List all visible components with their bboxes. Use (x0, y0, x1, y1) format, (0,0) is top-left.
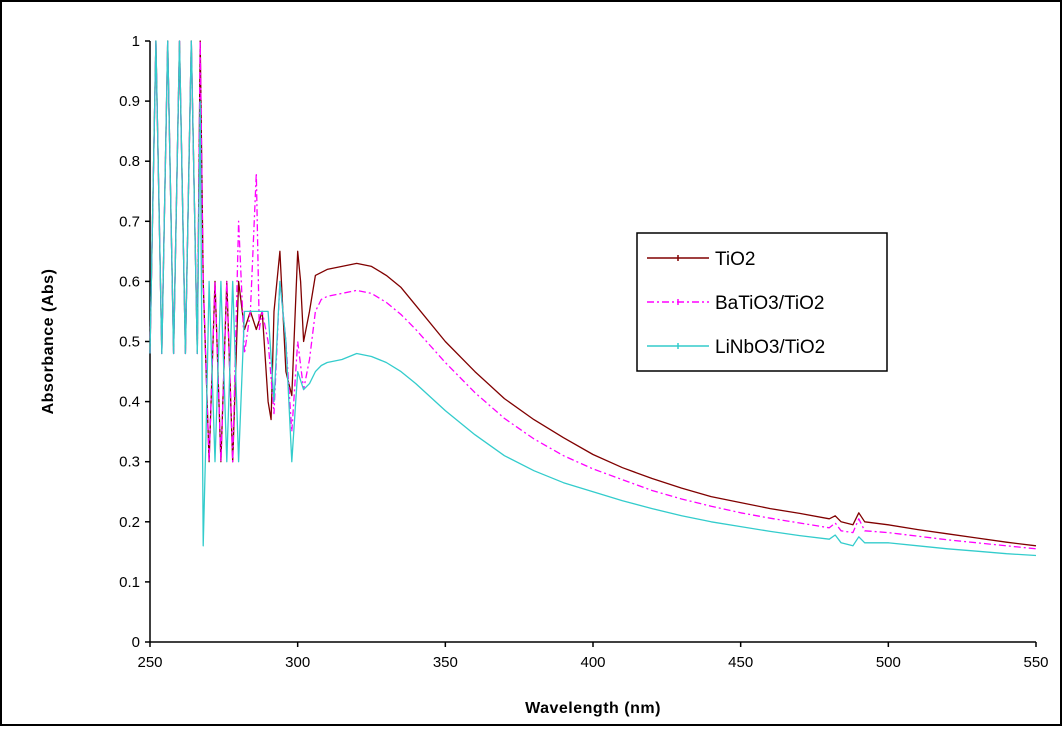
series-line-2 (149, 40, 1037, 557)
x-tick-label: 500 (876, 654, 901, 671)
x-tick-label: 400 (580, 654, 605, 671)
x-axis-title: Wavelength (nm) (525, 700, 661, 717)
y-tick-label: 0 (132, 634, 140, 651)
y-tick-label: 0.8 (119, 153, 140, 170)
y-tick-label: 0.2 (119, 514, 140, 531)
y-axis-title: Absorbance (Abs) (40, 269, 57, 415)
series-lines (149, 40, 1037, 557)
x-tick-label: 550 (1023, 654, 1048, 671)
y-tick-label: 0.6 (119, 273, 140, 290)
y-tick-label: 0.3 (119, 454, 140, 471)
legend: TiO2 BaTiO3/TiO2 LiNbO3/TiO2 (636, 232, 888, 372)
x-tick-label: 300 (285, 654, 310, 671)
y-tick-label: 0.7 (119, 213, 140, 230)
x-tick-label: 450 (728, 654, 753, 671)
y-tick-label: 0.4 (119, 394, 140, 411)
series-line-1 (149, 40, 1037, 550)
y-tick-label: 0.1 (119, 574, 140, 591)
x-tick-label: 350 (433, 654, 458, 671)
x-tick-label: 250 (137, 654, 162, 671)
legend-label-1: BaTiO3/TiO2 (715, 293, 824, 314)
y-tick-label: 0.9 (119, 93, 140, 110)
y-tick-label: 0.5 (119, 334, 140, 351)
axes: 0 0.1 0.2 0.3 0.4 0.5 0.6 0.7 0.8 0.9 1 250 300 350 40… (40, 33, 1049, 717)
legend-label-0: TiO2 (715, 249, 755, 270)
legend-label-2: LiNbO3/TiO2 (715, 337, 825, 358)
y-tick-label: 1 (132, 33, 140, 50)
